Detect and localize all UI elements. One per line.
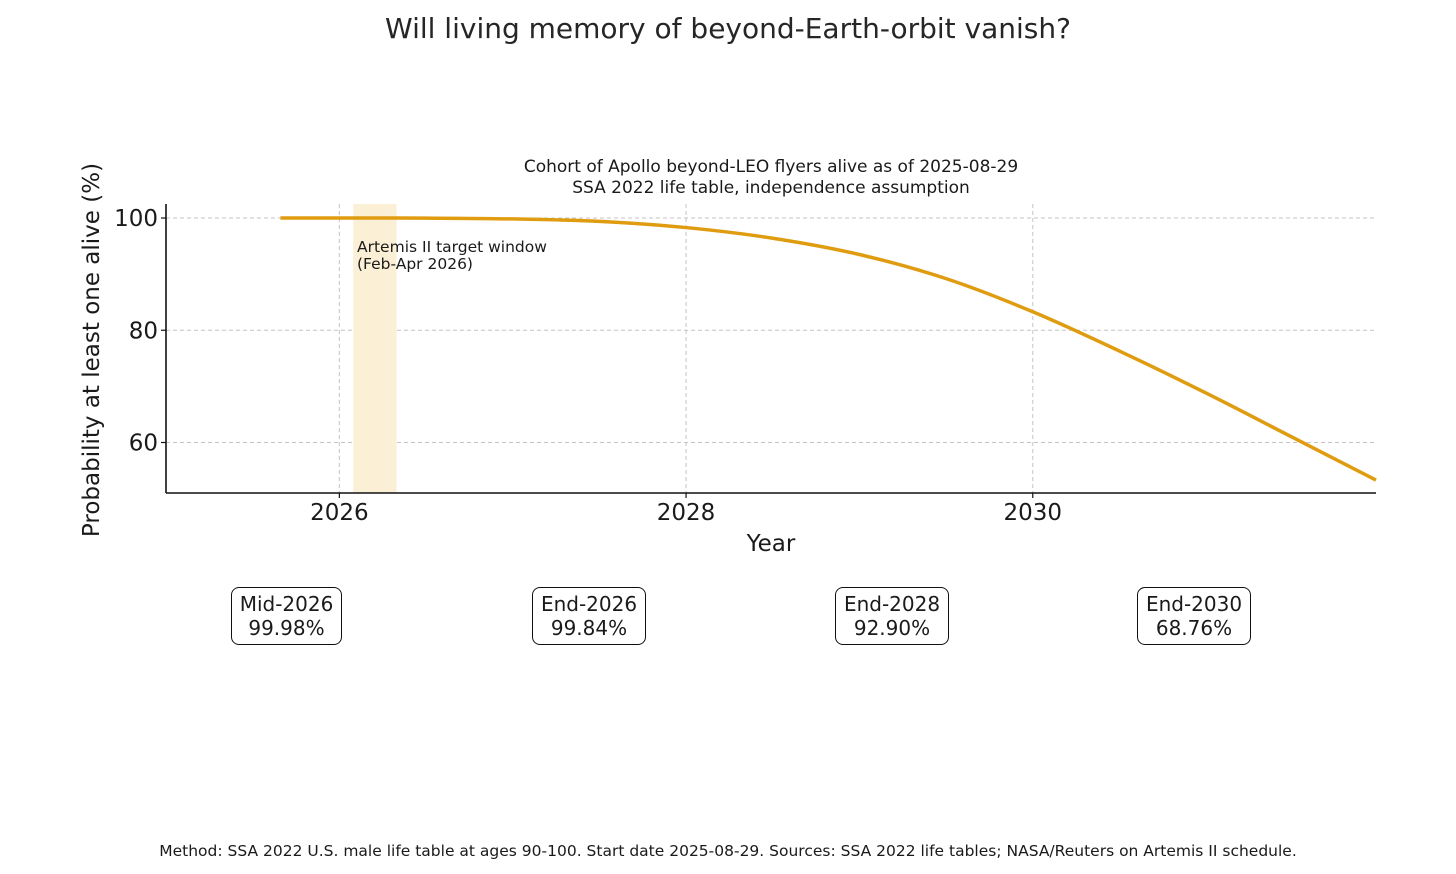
- chart-subtitle-line-2: SSA 2022 life table, independence assump…: [572, 178, 970, 198]
- milestone-value: 99.98%: [248, 616, 325, 640]
- milestone-box-end-2026: End-2026 99.84%: [532, 587, 646, 645]
- chart-subtitle-line-1: Cohort of Apollo beyond-LEO flyers alive…: [524, 157, 1018, 177]
- axes: 2026 2028 2030 60 80 100: [114, 204, 1376, 526]
- span-label-line-2: (Feb-Apr 2026): [357, 255, 473, 273]
- milestone-label: Mid-2026: [239, 592, 334, 616]
- y-axis-label: Probability at least one alive (%): [79, 163, 105, 537]
- y-tick-label: 80: [129, 318, 158, 344]
- milestone-label: End-2028: [843, 592, 941, 616]
- x-tick-label: 2026: [310, 500, 369, 526]
- series-line-0: [280, 216, 1377, 482]
- span-label-line-1: Artemis II target window: [357, 238, 547, 256]
- span-layer: [353, 204, 397, 493]
- series-layer: [280, 216, 1377, 482]
- artemis-window-span: [353, 204, 397, 493]
- milestone-box-mid-2026: Mid-2026 99.98%: [231, 587, 342, 645]
- y-tick-label: 60: [129, 430, 158, 456]
- milestone-label: End-2026: [540, 592, 638, 616]
- milestone-value: 99.84%: [550, 616, 628, 640]
- grid: [166, 204, 1376, 493]
- milestone-value: 68.76%: [1155, 616, 1233, 640]
- milestone-value: 92.90%: [853, 616, 931, 640]
- x-tick-label: 2030: [1003, 500, 1062, 526]
- x-tick-label: 2028: [657, 500, 716, 526]
- method-note: Method: SSA 2022 U.S. male life table at…: [159, 842, 1297, 860]
- y-tick-label: 100: [114, 206, 158, 232]
- milestone-label: End-2030: [1145, 592, 1243, 616]
- main-title: Will living memory of beyond-Earth-orbit…: [385, 12, 1071, 45]
- x-axis-label: Year: [746, 531, 796, 557]
- milestone-box-end-2028: End-2028 92.90%: [835, 587, 949, 645]
- milestone-box-end-2030: End-2030 68.76%: [1137, 587, 1251, 645]
